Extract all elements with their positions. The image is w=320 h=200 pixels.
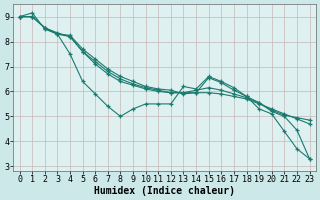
X-axis label: Humidex (Indice chaleur): Humidex (Indice chaleur)	[94, 186, 235, 196]
